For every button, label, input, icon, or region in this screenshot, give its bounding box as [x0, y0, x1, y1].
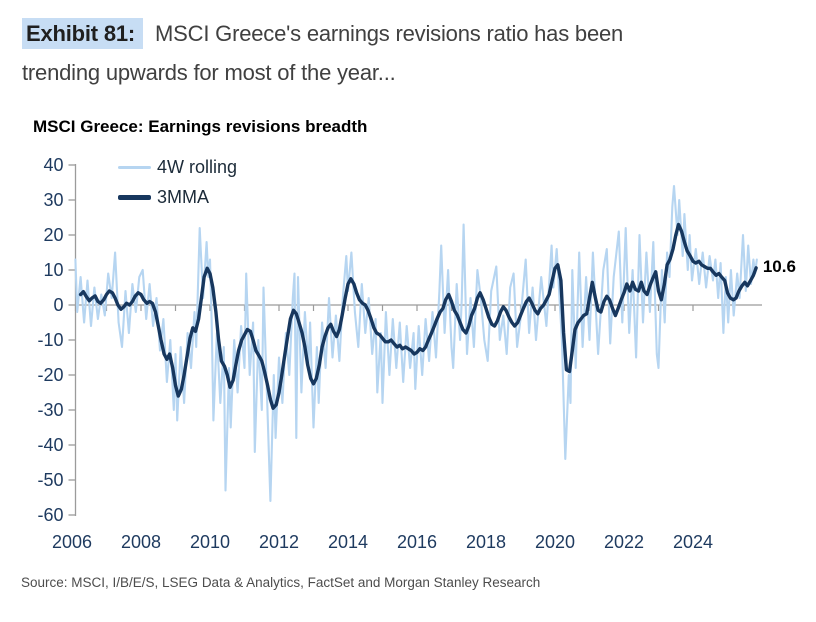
legend-item-4w-rolling: 4W rolling — [118, 152, 237, 182]
y-axis-label: 40 — [43, 155, 63, 175]
chart-title: MSCI Greece: Earnings revisions breadth — [33, 117, 368, 136]
x-axis-label: 2018 — [466, 532, 506, 552]
y-axis-label: 0 — [53, 295, 63, 315]
x-axis-label: 2022 — [604, 532, 644, 552]
exhibit-heading: Exhibit 81: MSCI Greece's earnings revisi… — [22, 14, 782, 92]
legend-item-3mma: 3MMA — [118, 182, 237, 212]
y-axis-label: 20 — [43, 225, 63, 245]
y-axis-label: -20 — [37, 365, 63, 385]
legend-line-3mma-swatch — [118, 194, 151, 200]
y-axis-label: -10 — [37, 330, 63, 350]
x-axis-label: 2010 — [190, 532, 230, 552]
x-axis-label: 2016 — [397, 532, 437, 552]
exhibit-title-line1: MSCI Greece's earnings revisions ratio h… — [155, 21, 624, 46]
series-line-4w-rolling — [74, 184, 758, 503]
legend-label-4w-rolling: 4W rolling — [157, 156, 238, 177]
x-axis-label: 2006 — [52, 532, 92, 552]
y-axis-label: -50 — [37, 470, 63, 490]
x-axis-label: 2008 — [121, 532, 161, 552]
y-axis-label: 30 — [43, 190, 63, 210]
y-axis-label: -60 — [37, 505, 63, 525]
last-value-label: 10.6 — [762, 256, 796, 276]
x-axis-label: 2012 — [259, 532, 299, 552]
exhibit-number-highlight: Exhibit 81: — [22, 18, 144, 49]
exhibit-title-line2: trending upwards for most of the year... — [22, 60, 396, 85]
y-axis-label: -40 — [37, 435, 63, 455]
series-line-3mma — [78, 222, 758, 410]
chart-legend: 4W rolling 3MMA — [118, 152, 237, 212]
x-axis-label: 2020 — [535, 532, 575, 552]
legend-label-3mma: 3MMA — [157, 186, 210, 207]
y-axis-label: 10 — [43, 260, 63, 280]
legend-line-4w-rolling-swatch — [118, 165, 151, 169]
x-axis-label: 2024 — [673, 532, 713, 552]
source-note: Source: MSCI, I/B/E/S, LSEG Data & Analy… — [21, 575, 541, 590]
y-axis-label: -30 — [37, 400, 63, 420]
x-axis-label: 2014 — [328, 532, 368, 552]
